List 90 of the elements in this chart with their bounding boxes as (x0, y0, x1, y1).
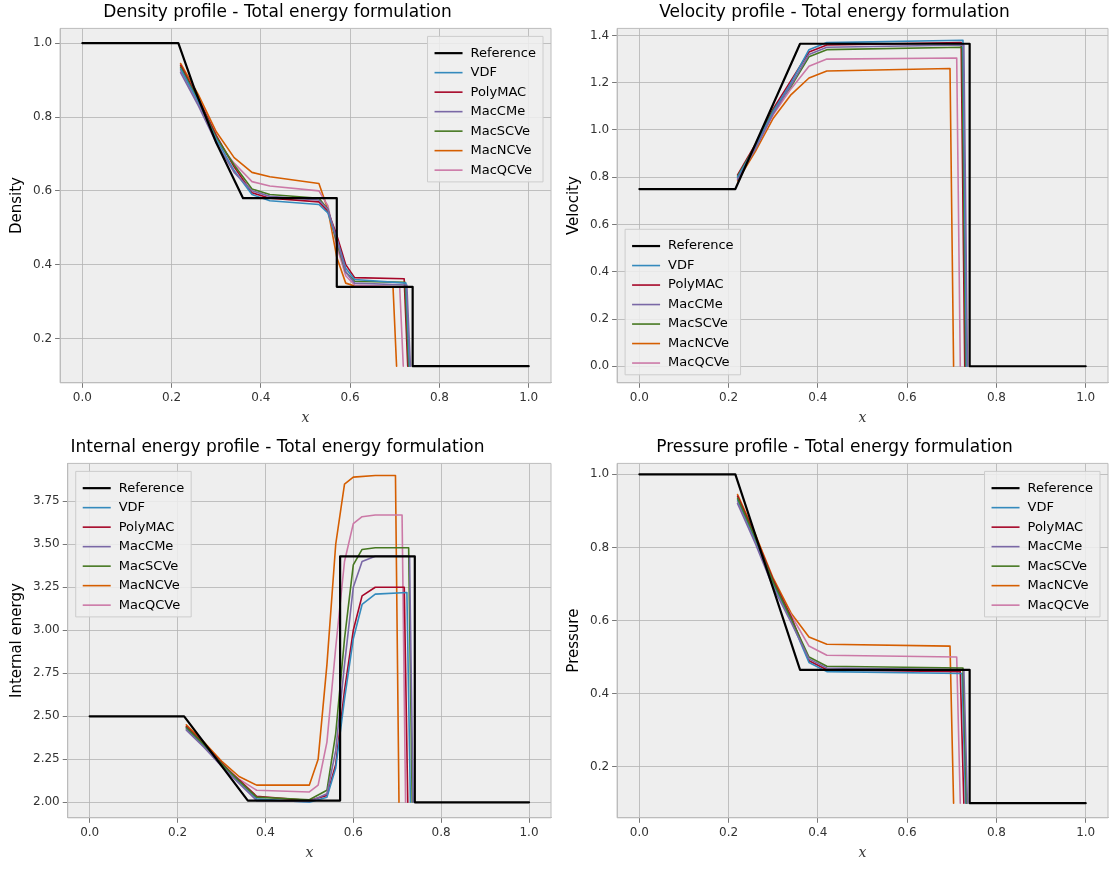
legend-label: MacSCVe (1027, 557, 1088, 573)
x-tick-label: 0.0 (629, 390, 649, 405)
y-tick-label: 0.4 (32, 256, 53, 271)
y-tick-label: 1.0 (589, 122, 610, 137)
y-tick-label: 0.6 (589, 612, 610, 627)
legend-label: MacNCVe (668, 334, 730, 350)
y-tick-label: 2.50 (33, 708, 60, 723)
y-tick-label: 3.50 (33, 536, 60, 551)
y-tick-label: 0.8 (589, 169, 610, 184)
x-tick-label: 0.2 (719, 390, 739, 405)
x-tick-label: 0.2 (162, 390, 182, 405)
x-tick-label: 1.0 (1076, 390, 1096, 405)
x-tick-label: 0.2 (168, 825, 188, 840)
y-tick-label: 1.0 (32, 35, 53, 50)
legend-label: MacCMe (668, 295, 723, 311)
y-tick-label: 0.2 (589, 311, 610, 326)
x-tick-label: 0.8 (986, 825, 1006, 840)
y-tick-label: 0.2 (32, 330, 53, 345)
legend-label: VDF (1027, 499, 1054, 515)
x-tick-label: 0.0 (629, 825, 649, 840)
legend-label: MacSCVe (668, 315, 728, 331)
legend-label: MacNCVe (470, 142, 532, 158)
x-tick-label: 0.8 (431, 825, 451, 840)
x-axis-title: x (305, 844, 314, 861)
x-tick-label: 0.6 (897, 825, 917, 840)
y-tick-label: 0.6 (32, 182, 53, 197)
legend-label: MacCMe (470, 103, 526, 119)
legend-label: Reference (118, 479, 185, 495)
y-tick-label: 0.8 (32, 109, 53, 124)
legend-label: MacNCVe (118, 577, 180, 593)
x-axis-title: x (301, 409, 310, 426)
legend-label: MacQCVe (1027, 596, 1090, 612)
legend-label: VDF (118, 499, 146, 515)
x-tick-label: 0.2 (719, 825, 739, 840)
y-tick-label: 0.4 (589, 685, 610, 700)
legend-label: Reference (1027, 479, 1094, 495)
legend-label: VDF (470, 64, 497, 80)
y-tick-label: 0.8 (589, 539, 610, 554)
chart-title: Pressure profile - Total energy formulation (656, 435, 1013, 456)
legend-label: PolyMAC (118, 518, 175, 534)
y-tick-label: 0.2 (589, 758, 610, 773)
y-tick-label: 0.6 (589, 216, 610, 231)
y-tick-label: 2.25 (33, 751, 60, 766)
y-axis-title: Internal energy (6, 583, 25, 699)
legend-label: MacQCVe (668, 354, 730, 370)
x-tick-label: 0.0 (72, 390, 92, 405)
legend-label: PolyMAC (470, 83, 527, 99)
x-tick-label: 0.8 (986, 390, 1006, 405)
legend-label: MacNCVe (1027, 577, 1089, 593)
x-tick-label: 0.4 (808, 825, 828, 840)
x-tick-label: 0.4 (251, 390, 271, 405)
x-tick-label: 1.0 (519, 825, 539, 840)
chart-title: Velocity profile - Total energy formulation (659, 0, 1010, 21)
legend-label: MacQCVe (118, 596, 181, 612)
legend-label: VDF (668, 256, 695, 272)
x-tick-label: 0.8 (429, 390, 449, 405)
y-tick-label: 1.0 (589, 466, 610, 481)
x-axis-title: x (858, 409, 867, 426)
y-tick-label: 0.4 (589, 263, 610, 278)
legend-label: PolyMAC (1027, 518, 1084, 534)
legend-label: MacSCVe (470, 122, 531, 138)
x-tick-label: 1.0 (519, 390, 539, 405)
y-tick-label: 3.25 (33, 579, 60, 594)
x-tick-label: 0.6 (343, 825, 363, 840)
y-tick-label: 1.2 (589, 74, 610, 89)
y-axis-title: Density (6, 176, 25, 235)
x-tick-label: 0.0 (80, 825, 100, 840)
y-tick-label: 2.75 (33, 665, 60, 680)
y-tick-label: 3.75 (33, 493, 60, 508)
chart-title: Internal energy profile - Total energy formulation (70, 435, 485, 456)
x-tick-label: 1.0 (1076, 825, 1096, 840)
legend-label: Reference (470, 44, 537, 60)
y-axis-title: Velocity (563, 176, 582, 236)
x-tick-label: 0.6 (897, 390, 917, 405)
x-tick-label: 0.6 (340, 390, 360, 405)
x-axis-title: x (858, 844, 867, 861)
y-tick-label: 1.4 (589, 27, 610, 42)
legend-label: Reference (668, 237, 734, 253)
x-tick-label: 0.4 (255, 825, 275, 840)
legend-label: MacCMe (118, 538, 174, 554)
legend-label: MacSCVe (118, 557, 179, 573)
x-tick-label: 0.4 (808, 390, 828, 405)
y-tick-label: 3.00 (33, 622, 60, 637)
y-axis-title: Pressure (563, 608, 582, 673)
chart-title: Density profile - Total energy formulation (103, 0, 452, 21)
legend-label: PolyMAC (668, 276, 724, 292)
y-tick-label: 0.0 (589, 358, 610, 373)
legend-label: MacQCVe (470, 161, 533, 177)
y-tick-label: 2.00 (33, 794, 60, 809)
legend-label: MacCMe (1027, 538, 1083, 554)
